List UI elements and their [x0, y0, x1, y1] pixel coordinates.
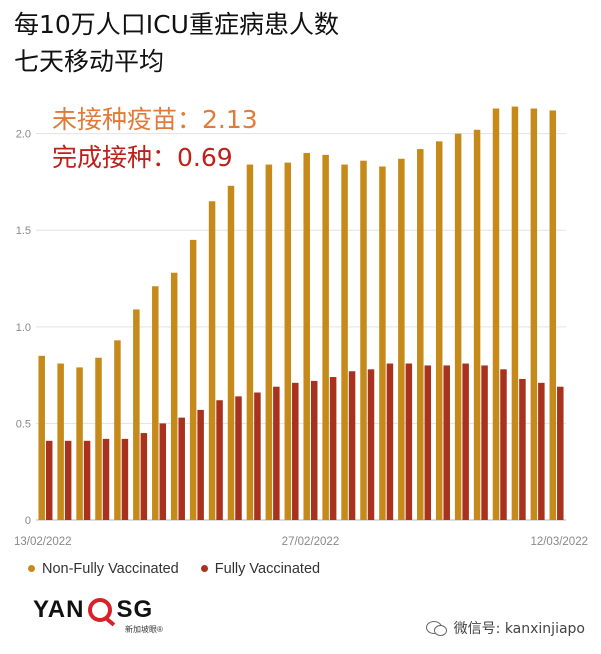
logo-q-icon [88, 598, 113, 622]
bar-non-fully-0 [38, 355, 45, 520]
legend-dot-fully [200, 565, 208, 572]
bar-fully-12 [273, 386, 280, 520]
bar-fully-19 [405, 363, 413, 520]
bar-fully-2 [83, 440, 91, 520]
bar-non-fully-22 [454, 133, 462, 520]
bar-fully-6 [159, 423, 167, 520]
chart-title: 每10万人口ICU重症病患人数 七天移动平均 [14, 6, 339, 80]
chart-title-line1: 每10万人口ICU重症病患人数 [14, 10, 339, 39]
bar-non-fully-18 [379, 166, 386, 521]
bar-non-fully-10 [227, 185, 235, 521]
bar-non-fully-13 [284, 162, 292, 521]
bar-non-fully-26 [530, 108, 538, 521]
x-tick-labels: 13/02/2022 27/02/2022 12/03/2022 [14, 536, 588, 548]
annotation-unvaccinated: 未接种疫苗：2.13 [52, 105, 258, 134]
annotation-vaccinated: 完成接种：0.69 [52, 143, 233, 172]
bar-non-fully-16 [341, 164, 348, 521]
bar-fully-17 [367, 369, 375, 520]
bar-fully-24 [500, 369, 507, 520]
bar-non-fully-4 [114, 340, 121, 520]
bar-non-fully-12 [265, 164, 273, 521]
logo-text-left: YAN [33, 596, 85, 623]
chart-legend: Non-Fully Vaccinated Fully Vaccinated [28, 560, 338, 577]
bar-non-fully-23 [473, 129, 481, 520]
bar-non-fully-15 [322, 154, 329, 520]
bar-non-fully-1 [57, 363, 64, 520]
logo-text-right: SG [116, 596, 154, 623]
bar-fully-14 [310, 380, 318, 520]
legend-label-non-fully: Non-Fully Vaccinated [42, 560, 179, 577]
bar-non-fully-21 [435, 141, 443, 521]
wechat-watermark: 微信号: kanxinjiapo [425, 618, 585, 638]
bar-non-fully-6 [152, 286, 159, 520]
legend-label-fully: Fully Vaccinated [214, 560, 321, 577]
x-tick-label-2: 12/03/2022 [530, 536, 588, 548]
y-tick-label-1: 0.5 [16, 418, 31, 430]
bar-fully-25 [519, 378, 526, 520]
y-tick-label-4: 2.0 [16, 129, 31, 141]
bar-fully-15 [329, 377, 337, 520]
legend-item-non-fully: Non-Fully Vaccinated [28, 561, 179, 577]
bar-non-fully-8 [189, 239, 197, 520]
bar-fully-27 [557, 386, 564, 520]
bar-non-fully-9 [208, 201, 216, 520]
bar-fully-23 [481, 365, 488, 520]
y-tick-labels: 0 0.5 1.0 1.5 2.0 [16, 129, 31, 527]
bar-fully-4 [121, 438, 129, 520]
bar-fully-7 [178, 417, 185, 520]
bar-fully-20 [424, 365, 432, 520]
legend-item-fully: Fully Vaccinated [200, 560, 321, 577]
bar-fully-21 [443, 365, 450, 520]
bar-fully-10 [235, 396, 242, 520]
bar-non-fully-20 [417, 149, 424, 520]
bar-non-fully-5 [133, 309, 140, 520]
bar-non-fully-3 [95, 357, 102, 520]
bar-non-fully-24 [492, 108, 500, 521]
bar-non-fully-14 [303, 152, 310, 520]
logo-subtitle: 新加坡眼® [125, 625, 163, 634]
bar-non-fully-19 [398, 158, 405, 520]
bar-non-fully-2 [76, 367, 83, 520]
chart-title-line2: 七天移动平均 [14, 47, 165, 76]
x-tick-label-0: 13/02/2022 [14, 536, 72, 548]
bar-non-fully-11 [246, 164, 254, 521]
bars [38, 106, 564, 521]
x-tick-label-1: 27/02/2022 [282, 536, 340, 548]
yansg-logo: YAN SG 新加坡眼® [33, 596, 163, 634]
bar-fully-1 [64, 440, 72, 520]
bar-non-fully-27 [549, 110, 557, 520]
y-tick-label-0: 0 [25, 515, 31, 527]
bar-fully-18 [386, 363, 394, 520]
bar-fully-8 [197, 409, 204, 520]
bar-fully-3 [102, 438, 110, 520]
bar-non-fully-25 [511, 106, 519, 520]
bar-non-fully-7 [170, 272, 178, 520]
bar-fully-26 [538, 382, 545, 520]
y-tick-label-3: 1.5 [16, 225, 31, 237]
bar-fully-11 [254, 392, 261, 520]
bar-fully-16 [348, 371, 356, 520]
y-tick-label-2: 1.0 [16, 322, 31, 334]
logo-wordmark: YAN SG [33, 596, 153, 624]
wechat-id: 微信号: kanxinjiapo [453, 621, 585, 637]
bar-fully-5 [140, 433, 148, 520]
bar-fully-0 [45, 440, 53, 520]
bar-fully-9 [216, 400, 223, 520]
legend-dot-non-fully [28, 565, 35, 572]
bar-fully-13 [292, 382, 299, 520]
bar-fully-22 [462, 363, 469, 520]
bar-non-fully-17 [360, 160, 367, 520]
wechat-icon [425, 620, 448, 636]
